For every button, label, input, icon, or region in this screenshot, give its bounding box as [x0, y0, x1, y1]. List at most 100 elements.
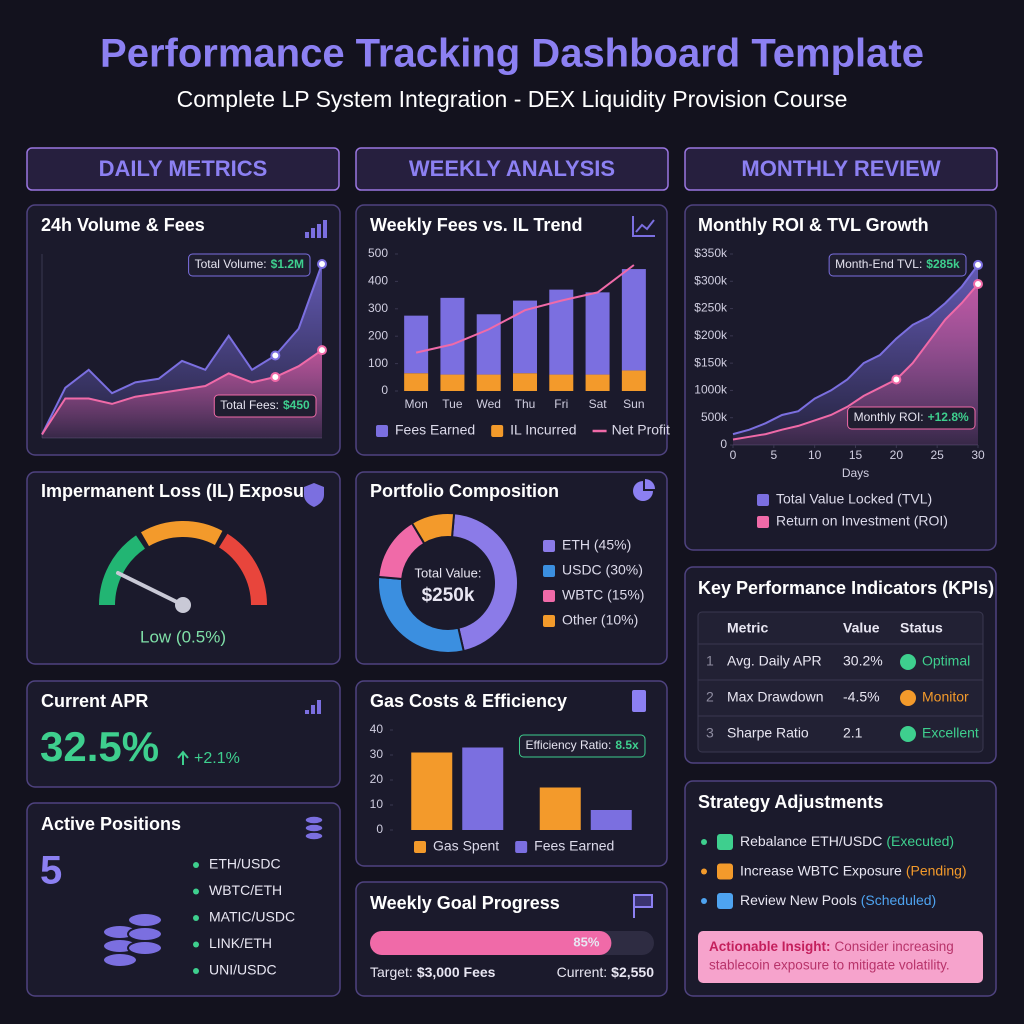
y-tick-label: 10 — [370, 797, 384, 811]
y-tick-label: $150k — [694, 355, 728, 369]
gauge-label: Low (0.5%) — [140, 627, 226, 646]
insight-box — [698, 931, 983, 983]
legend-label: Fees Earned — [534, 838, 614, 854]
status-icon — [900, 654, 916, 670]
x-tick-label: 30 — [971, 448, 985, 462]
bar-segment — [404, 373, 429, 391]
chart-icon — [305, 710, 309, 714]
panel — [355, 204, 668, 456]
kpi-status: Excellent — [922, 725, 979, 741]
progress-label: 85% — [573, 934, 599, 949]
annotation-text: Efficiency Ratio: 8.5x — [525, 738, 639, 752]
annotation: Total Fees: $450 — [213, 394, 317, 418]
strategy-status: (Executed) — [886, 833, 954, 849]
coin-icon — [304, 815, 324, 825]
position-pair: ETH/USDC — [209, 856, 281, 872]
x-tick-label: Fri — [554, 397, 568, 411]
gauge-arc — [141, 521, 223, 547]
annotation-text: Monthly ROI: +12.8% — [854, 410, 969, 424]
annotation: Total Volume: $1.2M — [188, 253, 311, 277]
column-header — [355, 147, 669, 191]
position-pair: MATIC/USDC — [209, 909, 295, 925]
legend-swatch — [491, 425, 504, 437]
annotation-label: Month-End TVL: — [835, 257, 922, 271]
y-tick-label: 500 — [368, 246, 388, 260]
position-pair: UNI/USDC — [209, 962, 277, 978]
x-tick-label: Wed — [476, 397, 500, 411]
y-tick-label: 40 — [370, 722, 384, 736]
insight-text: stablecoin exposure to mitigate volatili… — [709, 958, 950, 973]
flag-icon — [633, 894, 653, 918]
x-tick-label: 20 — [890, 448, 904, 462]
insight-line: Actionable Insight: Consider increasing — [709, 939, 954, 954]
y-tick-label: $200k — [694, 328, 728, 342]
goal-target: Target: $3,000 Fees — [370, 964, 496, 980]
coin-icon — [304, 831, 324, 841]
annotation-value: $1.2M — [271, 257, 304, 271]
bar-segment — [621, 370, 646, 391]
line — [732, 283, 979, 441]
y-tick-label: $350k — [694, 246, 728, 260]
y-tick-label: 1000k — [694, 383, 728, 397]
x-tick-label: 5 — [770, 448, 777, 462]
position-pair: LINK/ETH — [209, 935, 272, 951]
annotation-value: 8.5x — [615, 738, 639, 752]
y-tick-label: 400 — [368, 274, 388, 288]
strategy-status: (Pending) — [906, 862, 967, 878]
legend-swatch — [543, 540, 555, 552]
annotation-text: Total Fees: $450 — [220, 398, 310, 412]
annotation-value: +12.8% — [928, 410, 969, 424]
goal-target-label: Target: — [370, 964, 413, 980]
panel-title: Impermanent Loss (IL) Exposure — [41, 481, 321, 501]
strategy-item: Increase WBTC Exposure (Pending) — [740, 862, 967, 878]
kpi-value: 2.1 — [843, 725, 863, 741]
y-tick-label: $300k — [694, 273, 728, 287]
panel-title: Key Performance Indicators (KPIs) — [698, 578, 994, 598]
goal-target-value: $3,000 Fees — [417, 964, 496, 980]
annotation-box — [847, 406, 976, 430]
bar-segment — [549, 289, 574, 375]
end-point — [973, 279, 983, 290]
y-tick-label: 100 — [368, 356, 388, 370]
line — [732, 264, 979, 436]
insight-label: Actionable Insight: — [709, 939, 831, 954]
page-subtitle: Complete LP System Integration - DEX Liq… — [177, 86, 848, 112]
annotation-label: Efficiency Ratio: — [525, 738, 611, 752]
point — [891, 374, 902, 385]
row-index: 2 — [706, 689, 714, 705]
legend-swatch — [543, 590, 555, 602]
shield-icon — [304, 483, 324, 507]
point — [270, 350, 281, 361]
bar — [411, 752, 453, 830]
bar-segment — [585, 292, 610, 375]
legend-label: ETH (45%) — [562, 537, 631, 553]
legend-swatch — [543, 615, 555, 627]
x-tick-label: Tue — [442, 397, 463, 411]
insight-text: Consider increasing — [835, 939, 954, 954]
panel-title: Active Positions — [41, 814, 181, 834]
kpi-metric: Sharpe Ratio — [727, 725, 809, 741]
x-tick-label: Mon — [404, 397, 427, 411]
bullet — [193, 968, 199, 974]
bullet — [193, 888, 199, 895]
strategy-action: Increase WBTC Exposure — [740, 862, 902, 878]
up-arrow — [177, 750, 189, 765]
panel — [26, 471, 341, 665]
kpi-table — [697, 611, 984, 753]
bullet — [701, 868, 707, 875]
bar — [462, 747, 504, 830]
gauge-needle — [116, 571, 185, 607]
y-tick-label: 0 — [720, 437, 727, 451]
item-icon — [717, 863, 733, 880]
bar-segment — [476, 314, 501, 375]
x-tick-label: Sun — [623, 397, 644, 411]
coin-icon — [127, 926, 163, 942]
y-tick-label: 30 — [370, 747, 384, 761]
x-tick-label: 0 — [730, 448, 737, 462]
progress-fill — [370, 931, 612, 955]
column-header — [26, 147, 340, 191]
annotation: Monthly ROI: +12.8% — [847, 406, 976, 430]
bar-segment — [440, 297, 465, 375]
pie-icon — [633, 479, 655, 501]
legend-label: Total Value Locked (TVL) — [776, 491, 932, 507]
